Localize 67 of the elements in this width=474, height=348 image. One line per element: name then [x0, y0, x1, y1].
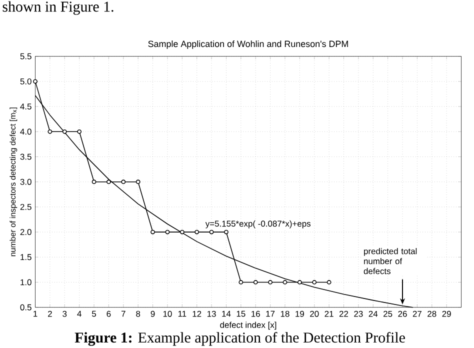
x-tick-label: 12 — [192, 310, 202, 317]
annotation: y=5.155*exp( -0.087*x)+eps — [205, 220, 311, 228]
x-tick-label: 29 — [442, 310, 451, 317]
point — [326, 280, 332, 284]
y-tick-label: 4.5 — [20, 104, 32, 110]
y-tick-label: 3.5 — [20, 154, 32, 160]
point — [180, 230, 184, 234]
text: shown in Figure 1. — [2, 1, 114, 15]
point — [62, 129, 67, 134]
x-tick-label: 28 — [428, 310, 436, 317]
x-tick-label: 8 — [136, 310, 140, 317]
point — [77, 129, 82, 134]
x-tick-label: 5 — [92, 310, 96, 317]
point — [209, 230, 214, 234]
x-tick-label: 20 — [310, 310, 319, 317]
point — [33, 79, 38, 84]
x-tick-label: 26 — [398, 310, 407, 317]
x-tick-label: 13 — [207, 310, 216, 317]
x-axis-title: defect index [x] — [220, 322, 276, 330]
x-tick-label: 2 — [48, 310, 52, 317]
y-tick-label: 3.0 — [20, 178, 32, 185]
y-tick-label: 2.5 — [20, 204, 32, 210]
point — [224, 230, 228, 234]
chart-title: Sample Application of Wohlin and Runeson's DPM — [148, 40, 348, 49]
x-tick-label: 18 — [280, 310, 290, 317]
x-tick-label: 21 — [324, 310, 334, 317]
x-tick-label: 1 — [34, 310, 38, 317]
annotation: predicted total number of defects — [364, 248, 417, 274]
point — [48, 129, 52, 134]
x-tick-label: 23 — [354, 310, 363, 317]
x-tick-label: 10 — [163, 310, 172, 317]
x-tick-label: 24 — [368, 310, 378, 317]
point — [121, 180, 126, 184]
x-tick-label: 25 — [384, 310, 392, 317]
x-tick-label: 19 — [296, 310, 304, 317]
x-tick-label: 9 — [150, 310, 155, 317]
point — [194, 230, 200, 234]
x-tick-label: 11 — [178, 310, 186, 317]
point — [92, 180, 96, 184]
x-tick-label: 15 — [236, 310, 246, 317]
y-tick-label: 2.0 — [20, 229, 32, 236]
y-tick-label: 5.0 — [20, 78, 32, 84]
x-tick-label: 27 — [412, 310, 422, 317]
point — [268, 280, 272, 284]
y-tick-label: 0.5 — [20, 304, 32, 310]
x-tick-label: 17 — [266, 310, 275, 317]
point — [106, 180, 111, 184]
x-tick-label: 3 — [62, 310, 67, 317]
x-tick-label: 6 — [106, 310, 111, 317]
point — [312, 280, 317, 284]
point — [165, 230, 170, 234]
x-tick-label: 14 — [222, 310, 231, 317]
y-tick-label: 5.5 — [20, 53, 32, 60]
point — [136, 180, 140, 184]
x-tick-label: 16 — [252, 310, 260, 317]
point — [282, 280, 288, 284]
x-tick-label: 7 — [121, 310, 126, 317]
point — [253, 280, 258, 284]
y-tick-label: 4.0 — [20, 128, 32, 135]
y-tick-label: 1.5 — [20, 254, 32, 260]
point — [238, 280, 244, 284]
point — [297, 280, 302, 284]
y-tick-label: 1.0 — [20, 279, 32, 286]
text: Figure 1: Example application of the Detection Profile — [74, 332, 405, 346]
x-tick-label: 22 — [339, 310, 348, 317]
x-tick-label: 4 — [77, 310, 82, 317]
point — [150, 230, 155, 234]
